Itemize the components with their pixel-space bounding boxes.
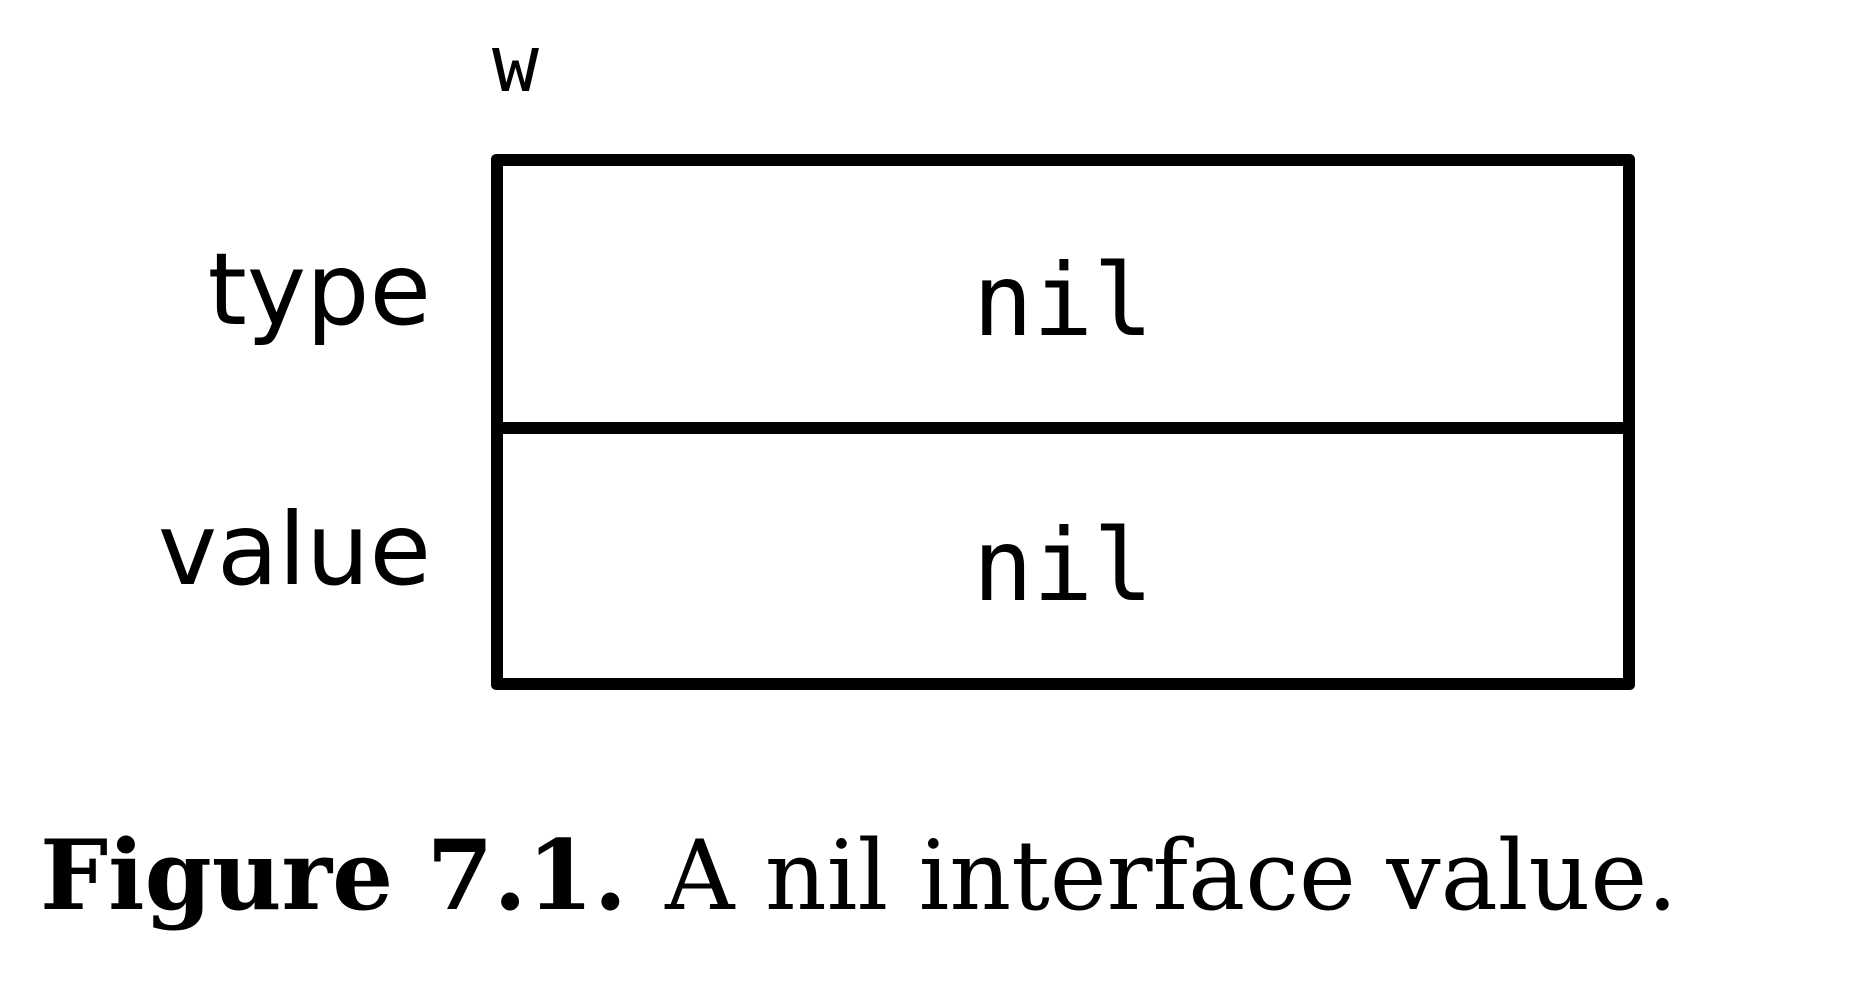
- value-field-label: value: [157, 491, 431, 608]
- row-divider: [503, 422, 1623, 434]
- value-cell-value: nil: [972, 507, 1154, 624]
- type-field-label: type: [207, 231, 431, 348]
- figure-caption-text: A nil interface value.: [665, 820, 1678, 932]
- interface-value-box: nil nil: [491, 154, 1635, 690]
- figure-caption: Figure 7.1. A nil interface value.: [40, 828, 1678, 925]
- figure-number: Figure 7.1.: [40, 819, 628, 932]
- variable-name: w: [492, 20, 539, 110]
- type-cell-value: nil: [972, 242, 1154, 359]
